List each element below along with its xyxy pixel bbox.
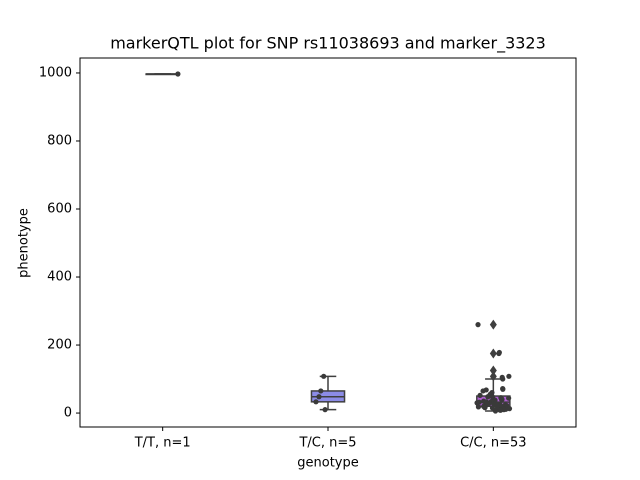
strip-point — [477, 392, 483, 398]
strip-point — [321, 373, 327, 379]
strip-point — [497, 407, 504, 413]
strip-point — [316, 394, 322, 400]
x-axis-label: genotype — [297, 456, 358, 471]
strip-point — [500, 386, 506, 392]
y-tick-label: 600 — [47, 202, 72, 217]
strip-point — [506, 395, 512, 401]
y-tick-label: 200 — [47, 338, 72, 353]
strip-point — [475, 404, 482, 410]
chart-title: markerQTL plot for SNP rs11038693 and ma… — [110, 34, 546, 54]
y-axis-label: phenotype — [17, 208, 32, 278]
strip-point — [485, 394, 491, 400]
strip-point — [506, 373, 512, 379]
strip-point — [322, 407, 328, 413]
x-tick-label: T/T, n=1 — [134, 436, 191, 451]
flier — [489, 365, 497, 376]
y-tick-label: 0 — [64, 406, 72, 421]
y-tick-label: 1000 — [39, 65, 72, 80]
strip-point — [482, 405, 488, 411]
flier — [489, 348, 497, 359]
y-tick-label: 800 — [47, 133, 72, 148]
strip-point — [475, 322, 481, 328]
x-tick-label: T/C, n=5 — [298, 436, 356, 451]
strip-point — [175, 71, 181, 77]
x-tick-label: C/C, n=53 — [460, 436, 526, 451]
strip-point — [498, 396, 505, 403]
strip-point — [500, 376, 506, 382]
flier — [489, 371, 497, 382]
strip-point — [318, 388, 324, 394]
flier — [489, 319, 497, 330]
strip-point — [313, 399, 319, 405]
strip-point — [496, 350, 502, 357]
strip-point — [480, 388, 486, 394]
y-tick-label: 400 — [47, 270, 72, 285]
strip-point — [492, 408, 499, 414]
strip-point — [474, 400, 480, 406]
plot-frame — [79, 57, 577, 428]
